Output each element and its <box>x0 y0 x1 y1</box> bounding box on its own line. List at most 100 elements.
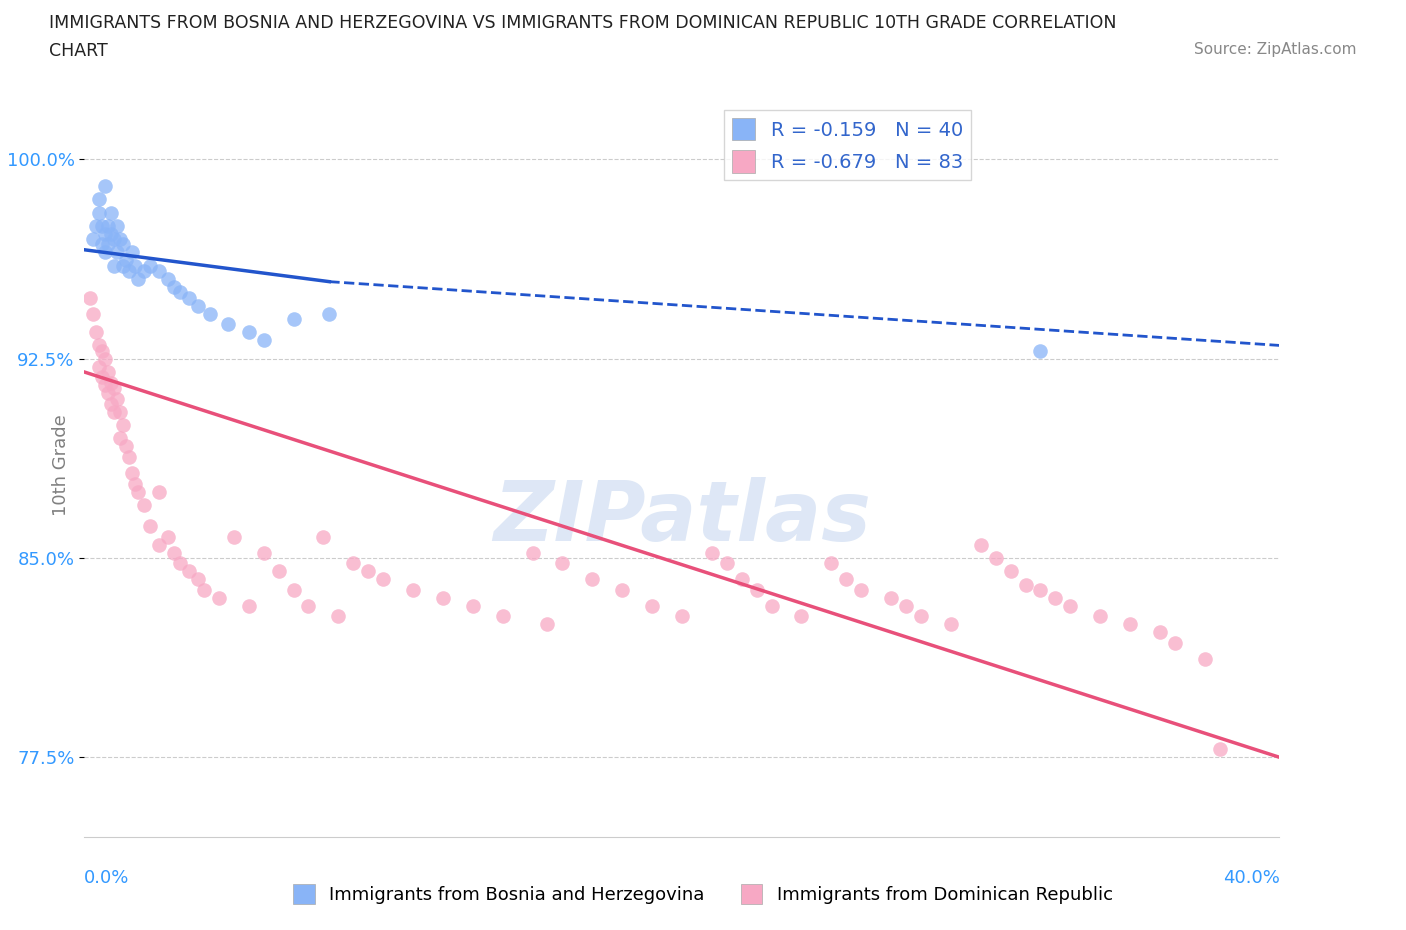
Text: IMMIGRANTS FROM BOSNIA AND HERZEGOVINA VS IMMIGRANTS FROM DOMINICAN REPUBLIC 10T: IMMIGRANTS FROM BOSNIA AND HERZEGOVINA V… <box>49 14 1116 32</box>
Point <box>148 263 170 278</box>
Point <box>124 259 146 273</box>
Point <box>253 545 276 560</box>
Point <box>91 237 114 252</box>
Point <box>115 439 138 454</box>
Point <box>82 306 104 321</box>
Point <box>177 564 200 578</box>
Point <box>89 192 111 206</box>
Point <box>198 306 221 321</box>
Point <box>103 259 125 273</box>
Point <box>1090 609 1112 624</box>
Point <box>492 609 515 624</box>
Point <box>89 338 111 352</box>
Point <box>342 556 364 571</box>
Point <box>110 431 132 445</box>
Point <box>222 529 245 544</box>
Point <box>115 253 138 268</box>
Point <box>283 582 305 597</box>
Point <box>267 564 290 578</box>
Point <box>112 418 135 432</box>
Point <box>217 317 239 332</box>
Point <box>297 598 319 613</box>
Point <box>100 226 122 241</box>
Point <box>94 378 117 392</box>
Point <box>187 299 209 313</box>
Point <box>238 325 260 339</box>
Point <box>169 556 191 571</box>
Point <box>402 582 425 597</box>
Point <box>86 325 108 339</box>
Point <box>103 232 125 246</box>
Point <box>318 306 340 321</box>
Text: Source: ZipAtlas.com: Source: ZipAtlas.com <box>1194 42 1357 57</box>
Point <box>103 380 125 395</box>
Point <box>157 272 180 286</box>
Point <box>103 405 125 419</box>
Point <box>91 219 114 233</box>
Point <box>187 572 209 587</box>
Point <box>1000 564 1022 578</box>
Point <box>1194 652 1216 667</box>
Point <box>970 538 993 552</box>
Y-axis label: 10th Grade: 10th Grade <box>52 414 70 516</box>
Point <box>193 582 215 597</box>
Text: ZIPatlas: ZIPatlas <box>494 476 870 558</box>
Point <box>1164 635 1187 650</box>
Point <box>139 259 162 273</box>
Point <box>112 259 135 273</box>
Point <box>253 333 276 348</box>
Point <box>551 556 574 571</box>
Point <box>910 609 932 624</box>
Point <box>86 219 108 233</box>
Point <box>522 545 544 560</box>
Point <box>91 370 114 385</box>
Point <box>177 290 200 305</box>
Point <box>1119 617 1142 631</box>
Point <box>1149 625 1171 640</box>
Point <box>127 485 149 499</box>
Point <box>124 476 146 491</box>
Point <box>163 545 186 560</box>
Point <box>641 598 664 613</box>
Point <box>157 529 180 544</box>
Point <box>91 343 114 358</box>
Point <box>97 365 120 379</box>
Point <box>89 206 111 220</box>
Point <box>105 219 128 233</box>
Point <box>894 598 917 613</box>
Point <box>94 226 117 241</box>
Point <box>373 572 395 587</box>
Point <box>536 617 558 631</box>
Point <box>461 598 484 613</box>
Point <box>1059 598 1081 613</box>
Point <box>851 582 873 597</box>
Point <box>97 219 120 233</box>
Point <box>939 617 962 631</box>
Point <box>112 237 135 252</box>
Point <box>132 263 156 278</box>
Text: 40.0%: 40.0% <box>1223 869 1279 887</box>
Point <box>139 519 162 534</box>
Point <box>121 245 143 259</box>
Point <box>790 609 813 624</box>
Point <box>132 498 156 512</box>
Point <box>89 359 111 374</box>
Point <box>127 272 149 286</box>
Point <box>880 591 903 605</box>
Point <box>94 179 117 193</box>
Point <box>148 538 170 552</box>
Point <box>328 609 350 624</box>
Point <box>79 290 101 305</box>
Point <box>163 280 186 295</box>
Point <box>700 545 723 560</box>
Text: CHART: CHART <box>49 42 108 60</box>
Legend: Immigrants from Bosnia and Herzegovina, Immigrants from Dominican Republic: Immigrants from Bosnia and Herzegovina, … <box>285 876 1121 911</box>
Point <box>148 485 170 499</box>
Point <box>745 582 768 597</box>
Point <box>82 232 104 246</box>
Point <box>110 232 132 246</box>
Point <box>312 529 335 544</box>
Point <box>110 405 132 419</box>
Point <box>97 237 120 252</box>
Point <box>357 564 380 578</box>
